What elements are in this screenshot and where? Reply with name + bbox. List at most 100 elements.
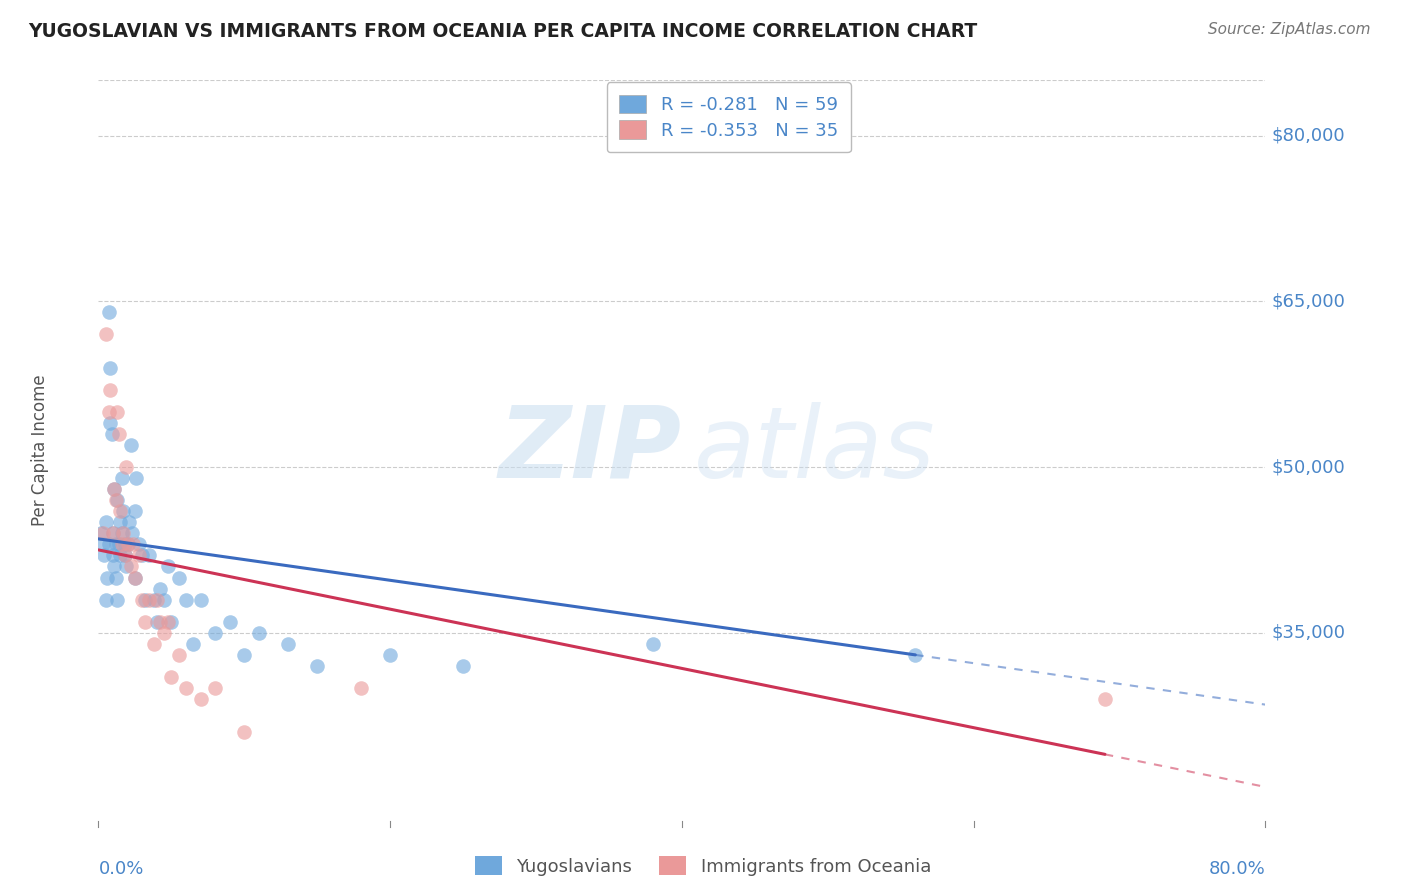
Point — [146, 592, 169, 607]
Point — [93, 549, 115, 563]
Point — [120, 559, 142, 574]
Point — [167, 570, 190, 584]
Text: 0.0%: 0.0% — [98, 860, 143, 878]
Point — [1094, 692, 1116, 706]
Point — [128, 537, 150, 551]
Point — [105, 592, 128, 607]
Text: $65,000: $65,000 — [1271, 293, 1346, 310]
Point — [190, 592, 212, 607]
Point — [124, 570, 146, 584]
Point — [350, 681, 373, 695]
Point — [105, 405, 128, 419]
Point — [104, 493, 127, 508]
Point — [111, 471, 134, 485]
Text: 80.0%: 80.0% — [1209, 860, 1265, 878]
Point — [104, 570, 127, 584]
Point — [94, 516, 117, 530]
Point — [218, 615, 240, 629]
Point — [118, 516, 141, 530]
Point — [157, 615, 180, 629]
Point — [96, 570, 118, 584]
Point — [110, 504, 132, 518]
Point — [98, 416, 121, 430]
Text: ZIP: ZIP — [499, 402, 682, 499]
Point — [138, 549, 160, 563]
Point — [112, 504, 135, 518]
Point — [103, 482, 125, 496]
Point — [94, 327, 117, 342]
Point — [103, 559, 125, 574]
Point — [111, 526, 134, 541]
Point — [91, 537, 114, 551]
Point — [641, 637, 664, 651]
Point — [153, 625, 176, 640]
Point — [121, 526, 143, 541]
Text: YUGOSLAVIAN VS IMMIGRANTS FROM OCEANIA PER CAPITA INCOME CORRELATION CHART: YUGOSLAVIAN VS IMMIGRANTS FROM OCEANIA P… — [28, 22, 977, 41]
Text: $80,000: $80,000 — [1271, 127, 1346, 145]
Point — [307, 659, 329, 673]
Point — [160, 670, 183, 684]
Point — [134, 592, 156, 607]
Legend: R = -0.281   N = 59, R = -0.353   N = 35: R = -0.281 N = 59, R = -0.353 N = 35 — [606, 82, 851, 153]
Point — [91, 526, 114, 541]
Point — [117, 537, 139, 551]
Point — [142, 637, 165, 651]
Text: atlas: atlas — [693, 402, 935, 499]
Point — [204, 625, 226, 640]
Point — [110, 549, 132, 563]
Point — [97, 537, 120, 551]
Point — [114, 549, 136, 563]
Point — [124, 570, 146, 584]
Point — [128, 549, 150, 563]
Point — [97, 305, 120, 319]
Point — [134, 615, 156, 629]
Point — [167, 648, 190, 662]
Point — [108, 426, 131, 441]
Point — [94, 592, 117, 607]
Point — [146, 615, 169, 629]
Text: $50,000: $50,000 — [1271, 458, 1346, 476]
Point — [142, 592, 165, 607]
Point — [204, 681, 226, 695]
Point — [174, 681, 197, 695]
Point — [380, 648, 402, 662]
Point — [117, 537, 139, 551]
Point — [233, 725, 256, 739]
Point — [90, 526, 112, 541]
Point — [247, 625, 270, 640]
Legend: Yugoslavians, Immigrants from Oceania: Yugoslavians, Immigrants from Oceania — [468, 849, 938, 883]
Point — [451, 659, 474, 673]
Point — [277, 637, 299, 651]
Point — [114, 537, 136, 551]
Point — [98, 383, 121, 397]
Point — [157, 559, 180, 574]
Point — [110, 516, 132, 530]
Point — [101, 526, 124, 541]
Point — [104, 537, 127, 551]
Point — [181, 637, 204, 651]
Point — [125, 471, 148, 485]
Point — [122, 537, 145, 551]
Point — [115, 460, 138, 475]
Text: Per Capita Income: Per Capita Income — [31, 375, 49, 526]
Point — [115, 559, 138, 574]
Point — [160, 615, 183, 629]
Point — [97, 405, 120, 419]
Point — [904, 648, 927, 662]
Point — [174, 592, 197, 607]
Point — [190, 692, 212, 706]
Point — [108, 537, 131, 551]
Point — [149, 582, 172, 596]
Point — [120, 438, 142, 452]
Point — [100, 426, 122, 441]
Point — [153, 592, 176, 607]
Point — [124, 504, 146, 518]
Point — [98, 360, 121, 375]
Point — [138, 592, 160, 607]
Point — [101, 549, 124, 563]
Point — [112, 526, 135, 541]
Point — [103, 482, 125, 496]
Text: Source: ZipAtlas.com: Source: ZipAtlas.com — [1208, 22, 1371, 37]
Point — [131, 592, 153, 607]
Point — [101, 526, 124, 541]
